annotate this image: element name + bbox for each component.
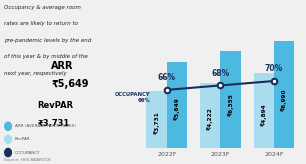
- Text: ARR (AVERAGE ROOM RATES): ARR (AVERAGE ROOM RATES): [15, 124, 76, 128]
- Text: ₹3,731: ₹3,731: [38, 119, 70, 128]
- Text: rates are likely to return to: rates are likely to return to: [4, 21, 78, 26]
- Text: RevPAR: RevPAR: [15, 137, 31, 141]
- Text: ₹6,990: ₹6,990: [281, 89, 287, 111]
- Text: of this year & by middle of the: of this year & by middle of the: [4, 54, 88, 59]
- Bar: [274, 41, 294, 148]
- Bar: [200, 83, 220, 148]
- Bar: [167, 62, 187, 148]
- Text: 68%: 68%: [211, 69, 230, 78]
- Bar: [220, 51, 241, 148]
- Bar: [147, 91, 167, 148]
- Text: ₹5,649: ₹5,649: [174, 98, 180, 120]
- Circle shape: [5, 135, 11, 144]
- Text: ₹5,649: ₹5,649: [51, 79, 89, 89]
- Text: ₹6,355: ₹6,355: [228, 93, 233, 116]
- Bar: [254, 73, 274, 148]
- Circle shape: [5, 148, 11, 157]
- Text: 66%: 66%: [158, 73, 176, 82]
- Text: ₹4,894: ₹4,894: [261, 103, 267, 125]
- Circle shape: [5, 122, 11, 130]
- Text: OCCUPANCY
66%: OCCUPANCY 66%: [115, 92, 151, 103]
- Text: next year, respectively: next year, respectively: [4, 71, 67, 75]
- Text: pre-pandemic levels by the end: pre-pandemic levels by the end: [4, 38, 91, 43]
- Text: ₹4,222: ₹4,222: [207, 107, 213, 130]
- Text: OCCUPANCY: OCCUPANCY: [15, 151, 40, 154]
- Text: Source: HVS ANAROCK: Source: HVS ANAROCK: [4, 158, 51, 162]
- Text: Occupancy & average room: Occupancy & average room: [4, 5, 81, 10]
- Text: RevPAR: RevPAR: [38, 101, 74, 110]
- Text: ARR: ARR: [51, 61, 74, 71]
- Text: 70%: 70%: [265, 64, 283, 73]
- Text: ₹3,731: ₹3,731: [154, 111, 159, 133]
